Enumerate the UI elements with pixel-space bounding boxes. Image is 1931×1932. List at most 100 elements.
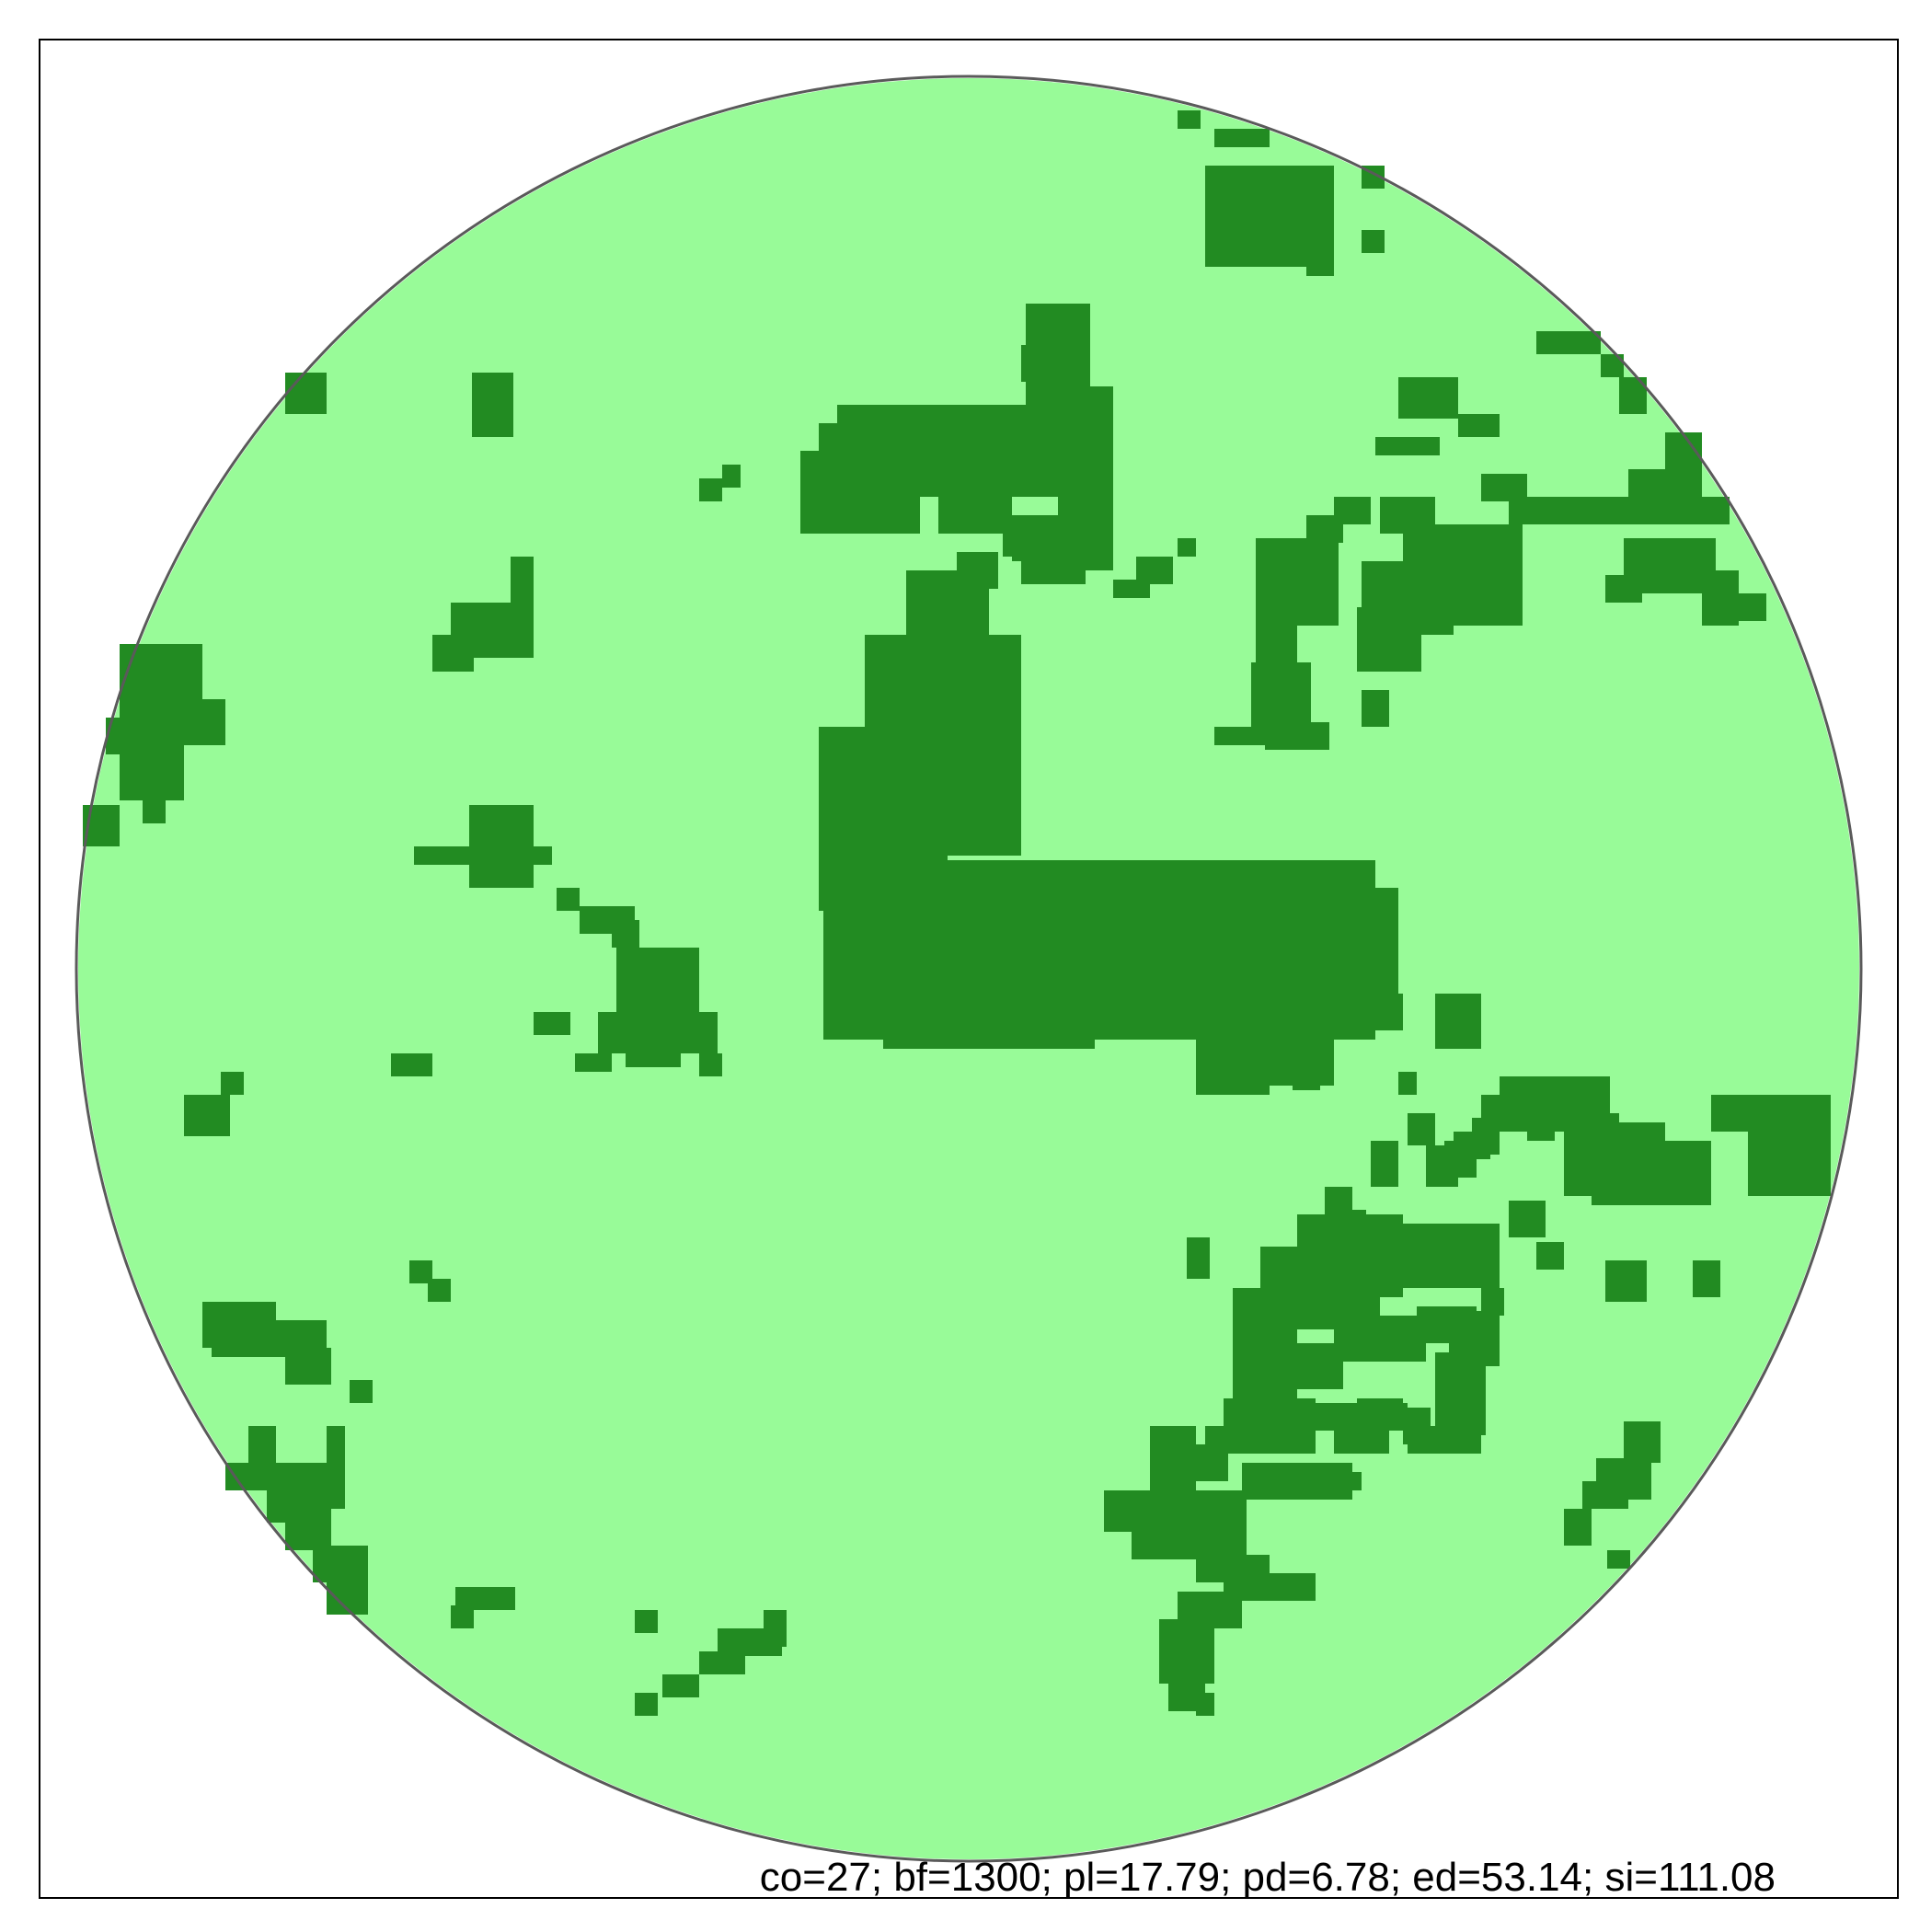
patch-cell [285, 373, 327, 414]
patch-cell [285, 1348, 331, 1385]
patch-cell [511, 557, 534, 612]
patch-cell [1398, 377, 1458, 419]
patch-cell [143, 800, 166, 823]
patch-cell [1003, 1021, 1095, 1049]
patch-cell [285, 1509, 331, 1550]
patch-cell [1178, 110, 1201, 129]
patch-cell [1607, 1550, 1630, 1569]
patch-cell [1214, 129, 1270, 147]
patch-cell [428, 1279, 451, 1302]
patch-cell [1605, 575, 1642, 603]
plot-circle-outline [75, 75, 1863, 1863]
patch-cell [557, 888, 580, 911]
patch-cell [1536, 331, 1601, 354]
patch-cell [1003, 529, 1109, 557]
figure-caption: co=27; bf=1300; pl=17.79; pd=6.78; ed=53… [760, 1855, 1776, 1900]
patch-cell [1306, 248, 1334, 276]
patch-cell [1408, 1113, 1435, 1145]
patch-cell [920, 1021, 994, 1049]
patch-cell [1159, 1619, 1214, 1684]
patch-cell [1564, 1509, 1592, 1546]
patch-cell [1693, 1260, 1720, 1297]
patch-cell [1628, 469, 1665, 497]
patch-cell [1481, 1288, 1504, 1316]
patch-cell [1435, 994, 1481, 1049]
patch-cell [938, 469, 1012, 534]
patch-cell [699, 1053, 722, 1076]
plot-frame [39, 39, 1899, 1899]
patch-cell [1803, 1104, 1831, 1132]
patch-cell [1279, 193, 1302, 235]
patch-cell [1357, 607, 1421, 672]
patch-cell [350, 1380, 373, 1403]
patch-cell [451, 1605, 474, 1628]
patch-cell [1003, 432, 1067, 469]
patch-cell [1274, 552, 1302, 589]
patch-cell [1605, 1260, 1647, 1302]
patch-cell [1362, 994, 1403, 1030]
patch-cell [1196, 1693, 1214, 1716]
patch-cell [1214, 727, 1306, 745]
patch-cell [1343, 1325, 1371, 1362]
patch-cell [1536, 1242, 1564, 1270]
patch-cell [1196, 1040, 1270, 1095]
patch-cell [635, 1610, 658, 1633]
patch-cell [764, 1610, 787, 1647]
patch-cell [1021, 557, 1086, 584]
patch-cell [1306, 1242, 1334, 1297]
patch-cell [1196, 1444, 1228, 1481]
patch-cell [1371, 1141, 1398, 1187]
patch-cell [313, 1546, 368, 1582]
patch-cell [957, 552, 998, 589]
patch-cell [414, 846, 552, 865]
patch-cell [662, 1674, 699, 1697]
patch-cell [184, 1095, 230, 1136]
patch-cell [699, 1651, 745, 1674]
patch-cell [1624, 497, 1661, 524]
patch-cell [699, 478, 722, 501]
patch-cell [1624, 1421, 1661, 1463]
patch-cell [722, 465, 741, 488]
patch-cell [626, 1012, 681, 1067]
patch-cell [575, 1053, 612, 1072]
patch-cell [327, 1426, 345, 1481]
patch-cell [534, 846, 552, 865]
patch-layer [83, 110, 1831, 1716]
patch-cell [1233, 1343, 1343, 1389]
patch-cell [1375, 437, 1440, 455]
patch-cell [472, 373, 513, 437]
patch-cell [1293, 1072, 1320, 1090]
patch-cell [1656, 1141, 1711, 1205]
patch-cell [391, 1053, 432, 1076]
patch-cell [1242, 1306, 1279, 1343]
patch-cell [1113, 580, 1150, 598]
patch-cell [1362, 230, 1385, 253]
patch-cell [1178, 538, 1196, 557]
patch-cell [221, 1072, 244, 1095]
patch-cell [1417, 1306, 1477, 1343]
patch-cell [248, 1426, 276, 1467]
patch-cell [1357, 1398, 1403, 1426]
patch-cell [1757, 1159, 1831, 1196]
patch-cell [534, 1012, 570, 1035]
patch-cell [1582, 1481, 1628, 1509]
patch-cell [616, 948, 699, 1012]
patch-cell [1150, 1012, 1242, 1040]
patch-cell [810, 478, 883, 534]
patch-cell [193, 718, 225, 745]
patch-cell [1527, 1118, 1555, 1141]
patch-cell [1334, 1426, 1389, 1454]
patch-cell [1458, 414, 1500, 437]
patch-cell [432, 644, 474, 672]
patch-cell [823, 860, 1375, 1040]
patch-cell [1444, 1141, 1477, 1178]
patch-cell [1398, 1072, 1417, 1095]
patch-cell [120, 745, 184, 800]
patch-cell [1730, 593, 1766, 621]
patch-cell [1288, 1472, 1362, 1490]
patch-cell [1509, 1201, 1546, 1237]
patch-cell [612, 920, 639, 948]
patch-cell [1362, 690, 1389, 727]
patch-cell [1187, 1237, 1210, 1279]
patch-cell [635, 1693, 658, 1716]
